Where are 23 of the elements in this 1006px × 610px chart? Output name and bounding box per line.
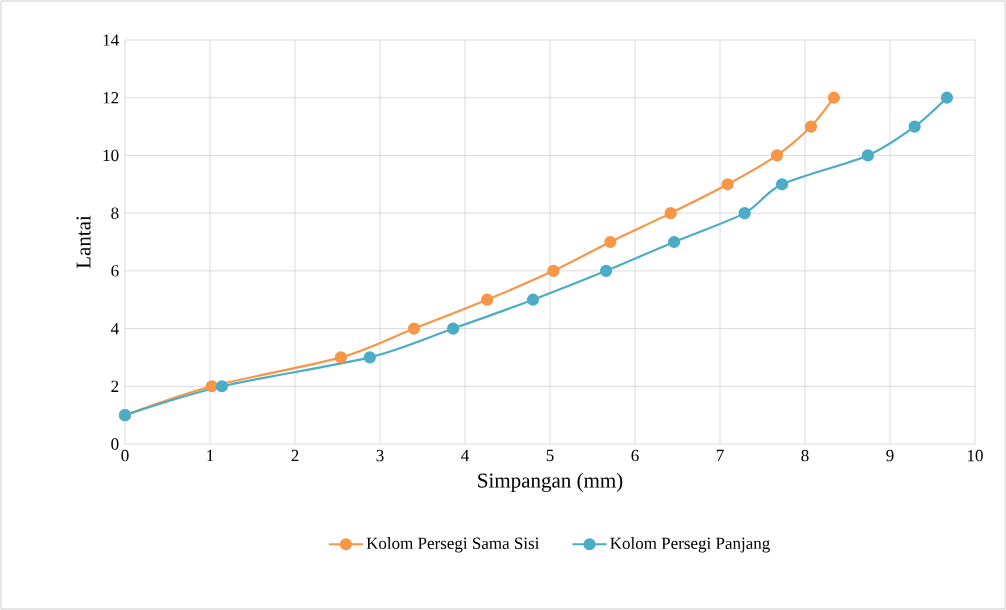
x-tick-label: 3 — [376, 449, 384, 462]
y-axis-title: Lantai — [76, 215, 91, 269]
y-tick-label: 14 — [103, 34, 119, 46]
x-tick-label: 5 — [546, 449, 554, 462]
x-tick-label: 10 — [967, 449, 983, 462]
x-tick-label: 6 — [631, 449, 639, 462]
x-tick-label: 1 — [207, 449, 214, 462]
y-tick-label: 8 — [111, 207, 119, 219]
legend-label: Kolom Persegi Panjang — [610, 537, 770, 553]
x-tick-label: 4 — [461, 449, 469, 462]
y-tick-label: 4 — [110, 322, 119, 335]
x-axis-title: Simpangan (mm) — [478, 472, 623, 492]
x-tick-label: 8 — [801, 449, 809, 462]
legend-label: Kolom Persegi Sama Sisi — [366, 537, 540, 553]
y-tick-label: 2 — [111, 380, 119, 392]
y-tick-label: 12 — [103, 92, 119, 104]
x-tick-label: 7 — [716, 449, 724, 461]
x-tick-label: 9 — [886, 449, 894, 462]
y-tick-label: 10 — [103, 149, 119, 162]
x-tick-label: 2 — [291, 449, 299, 462]
y-tick-label: 0 — [111, 438, 119, 450]
y-tick-label: 6 — [111, 265, 119, 277]
x-tick-label: 0 — [121, 449, 129, 462]
